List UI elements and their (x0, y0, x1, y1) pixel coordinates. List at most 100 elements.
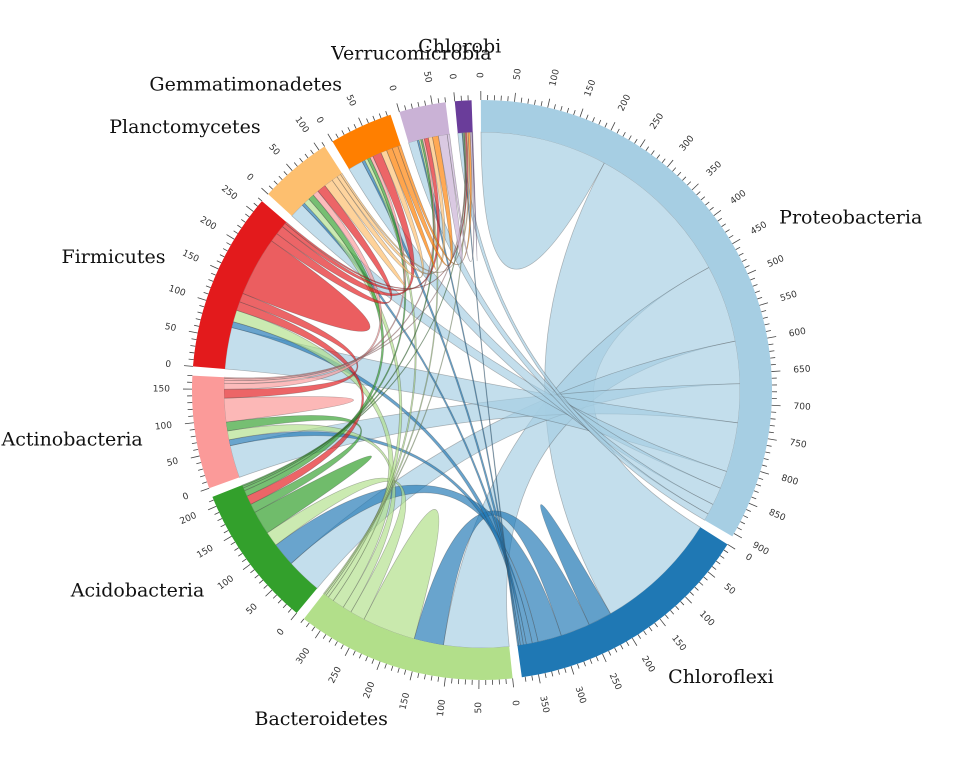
tick-mark (691, 183, 699, 191)
tick-label: 0 (509, 700, 520, 707)
tick-mark (310, 149, 314, 155)
arc-bacteroidetes[interactable] (303, 593, 513, 681)
tick-mark (238, 553, 243, 557)
tick-mark (237, 224, 242, 229)
tick-label: 150 (181, 249, 201, 265)
tick-mark (190, 435, 196, 438)
tick-mark (273, 180, 278, 185)
tick-label: 500 (766, 254, 786, 270)
tick-mark (300, 618, 305, 624)
tick-mark (717, 217, 723, 222)
tick-label: 200 (198, 215, 218, 233)
tick-mark (430, 675, 433, 681)
tick-mark (257, 197, 263, 202)
arc-proteobacteria[interactable] (480, 99, 773, 537)
tick-label: 0 (182, 491, 191, 502)
tick-mark (222, 248, 228, 252)
tick-mark (715, 560, 721, 565)
tick-mark (293, 162, 298, 167)
ribbon-chloroflexi-verrucomicrobia (416, 139, 521, 646)
chord-labels: Proteobacteria Chloroflexi Bacteroidetes Ac… (1, 36, 923, 730)
arc-verrucomicrobia[interactable] (399, 102, 450, 143)
arc-actinobacteria[interactable] (192, 375, 240, 489)
tick-label: 150 (669, 634, 688, 654)
tick-mark (272, 594, 278, 599)
tick-mark (735, 246, 741, 250)
tick-mark (645, 146, 650, 151)
tick-label: 200 (617, 93, 634, 113)
tick-mark (608, 650, 612, 656)
tick-mark (328, 637, 332, 643)
tick-mark (451, 678, 453, 684)
ribbon-chloroflexi-chloroflexi (540, 504, 611, 626)
ribbon-firmicutes-gemmatimonadetes (276, 152, 415, 297)
tick-mark (417, 101, 420, 108)
tick-label: 100 (697, 609, 716, 628)
tick-label: 0 (743, 552, 753, 564)
tick-mark (637, 634, 642, 639)
tick-mark (762, 316, 768, 319)
tick-label: 850 (767, 508, 787, 524)
tick-mark (286, 163, 293, 171)
tick-mark (757, 296, 763, 300)
tick-label: 800 (780, 473, 800, 488)
arc-planctomycetes[interactable] (268, 146, 342, 216)
group-label-proteobacteria: Proteobacteria (779, 207, 922, 229)
tick-mark (699, 581, 704, 586)
tick-mark (313, 142, 320, 151)
tick-mark (758, 477, 764, 480)
tick-mark (214, 512, 220, 515)
tick-mark (747, 269, 757, 275)
ribbon-acidobacteria-acidobacteria (254, 455, 372, 534)
arc-acidobacteria[interactable] (212, 485, 318, 614)
arc-firmicutes[interactable] (192, 201, 287, 369)
tick-mark (233, 230, 239, 234)
tick-label: 750 (789, 438, 808, 451)
tick-mark (207, 505, 217, 511)
chord-ribbons (223, 131, 741, 649)
ribbon-chloroflexi-bacteroidetes (413, 510, 590, 646)
arc-chlorobi[interactable] (454, 100, 473, 134)
tick-mark (610, 122, 616, 131)
tick-mark (340, 644, 344, 650)
tick-mark (677, 171, 682, 177)
tick-mark (622, 131, 626, 137)
tick-label: 50 (421, 71, 433, 84)
tick-mark (353, 124, 357, 129)
tick-mark (744, 265, 750, 268)
tick-mark (396, 103, 400, 113)
group-label-planctomycetes: Planctomycetes (109, 116, 260, 138)
tick-label: 100 (154, 421, 172, 433)
tick-label: 250 (219, 184, 239, 203)
tick-mark (700, 196, 706, 201)
arc-chloroflexi[interactable] (517, 527, 728, 678)
tick-mark (245, 213, 250, 218)
tick-mark (397, 667, 400, 673)
ribbon-planctomycetes-planctomycetes (324, 179, 406, 287)
tick-mark (184, 422, 194, 425)
tick-mark (761, 310, 767, 313)
tick-mark (738, 252, 744, 256)
tick-mark (409, 671, 413, 681)
tick-mark (226, 234, 235, 240)
ribbon-gemmatimonadetes-verrucomicrobia (391, 135, 453, 267)
tick-mark (685, 596, 692, 604)
tick-mark (410, 103, 413, 109)
tick-mark (723, 549, 729, 554)
tick-mark (277, 599, 282, 604)
tick-mark (756, 484, 762, 487)
tick-mark (334, 641, 338, 646)
tick-mark (566, 107, 570, 113)
tick-mark (741, 258, 747, 262)
tick-mark (748, 502, 758, 508)
tick-mark (553, 104, 556, 110)
tick-mark (200, 487, 210, 492)
arc-gemmatimonadetes[interactable] (332, 114, 401, 169)
tick-mark (560, 105, 563, 112)
tick-mark (654, 622, 658, 628)
tick-mark (443, 677, 446, 687)
tick-mark (628, 135, 632, 141)
tick-label: 0 (313, 115, 325, 125)
tick-mark (372, 115, 376, 121)
tick-mark (540, 101, 543, 107)
